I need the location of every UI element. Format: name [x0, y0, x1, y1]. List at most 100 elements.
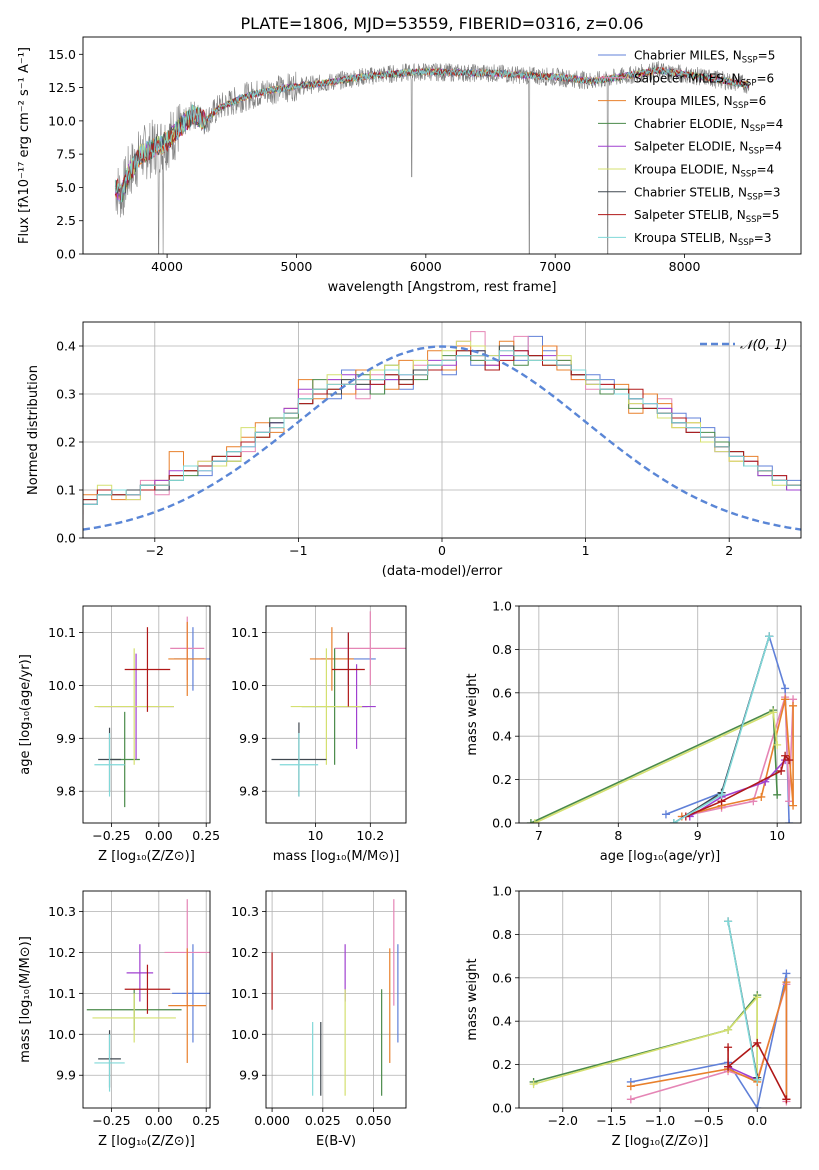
weight-marker: [626, 1082, 635, 1091]
model-spectrum: [114, 66, 750, 200]
y-axis-label: mass weight: [465, 958, 480, 1040]
y-axis-label: Flux [fλ10⁻¹⁷ erg cm⁻² s⁻¹ A⁻¹]: [17, 47, 32, 244]
x-tick-label: 7000: [539, 259, 571, 274]
residual-histogram: [83, 350, 801, 515]
x-tick-label: 0.00: [145, 1113, 173, 1128]
legend-label: Chabrier ELODIE, NSSP=4: [634, 117, 783, 134]
weight-marker: [724, 1043, 733, 1052]
residual-histogram: [83, 345, 801, 515]
x-tick-label: 6000: [410, 259, 442, 274]
panel-residuals: −2 −1 0 1 2 0.0 0.1 0.2 0.3 0.4 (data-model)/error…: [26, 321, 802, 579]
y-tick-label: 0.0: [492, 1101, 512, 1116]
weight-marker: [785, 756, 794, 765]
y-tick-label: 10.0: [48, 1027, 76, 1042]
weight-marker: [781, 751, 790, 760]
model-spectrum: [114, 67, 750, 202]
error-point: [309, 627, 354, 691]
axes-frame: [82, 890, 211, 1109]
y-tick-label: 0.4: [492, 729, 512, 744]
x-axis-label: wavelength [Angstrom, rest frame]: [328, 280, 557, 295]
residual-histogram: [83, 335, 801, 515]
error-point: [124, 627, 171, 712]
y-tick-label: 0.0: [492, 816, 512, 831]
weight-marker: [785, 797, 794, 806]
x-tick-label: 0.025: [305, 1113, 341, 1128]
y-tick-label: 0.8: [492, 927, 512, 942]
y-tick-label: 10.1: [48, 625, 76, 640]
y-tick-label: 0.1: [56, 483, 76, 498]
axes-frame: [518, 605, 802, 824]
y-tick-label: 10.1: [48, 986, 76, 1001]
y-tick-label: 0.6: [492, 685, 512, 700]
y-tick-label: 0.0: [56, 247, 76, 262]
x-tick-label: 9: [694, 828, 702, 843]
x-axis-label: E(B-V): [316, 1134, 356, 1149]
y-tick-label: 0.3: [56, 387, 76, 402]
error-point: [126, 944, 154, 1002]
y-tick-label: 1.0: [492, 599, 512, 614]
panel-weight-vs-age: 7 8 9 10 0.0 0.2 0.4 0.6 0.8 1.0 age [log₁₀(age/yr…: [465, 599, 802, 864]
y-tick-label: 5.0: [56, 180, 76, 195]
y-tick-label: 9.8: [239, 784, 259, 799]
error-point: [279, 733, 319, 797]
x-tick-label: 8000: [669, 259, 701, 274]
x-axis-label: (data-model)/error: [382, 564, 503, 579]
weight-marker: [789, 801, 798, 810]
weight-marker: [626, 1095, 635, 1104]
plot-area: [94, 616, 210, 808]
weight-marker: [782, 978, 791, 987]
residual-histogram: [83, 331, 801, 520]
y-axis-label: Normed distribution: [26, 365, 41, 495]
y-tick-label: 9.9: [56, 1068, 76, 1083]
plot-area: [114, 60, 750, 254]
model-spectrum: [114, 66, 750, 203]
x-tick-label: 0.00: [145, 828, 173, 843]
legend-label: Salpeter STELIB, NSSP=5: [634, 208, 779, 225]
legend-label: Salpeter MILES, NSSP=6: [634, 71, 774, 88]
grid: [266, 606, 406, 823]
x-tick-label: −0.25: [92, 1113, 130, 1128]
y-tick-label: 9.9: [56, 731, 76, 746]
y-tick-label: 0.8: [492, 642, 512, 657]
weight-marker: [782, 969, 791, 978]
panel-age-vs-Z: −0.25 0.00 0.25 9.8 9.9 10.0 10.1 Z [log₁₀(Z/Z⊙…: [18, 605, 220, 864]
y-tick-label: 10.0: [231, 1027, 259, 1042]
y-tick-label: 10.3: [48, 904, 76, 919]
y-tick-label: 10.3: [231, 904, 259, 919]
residual-histogram: [83, 350, 801, 515]
plot-area: [86, 899, 210, 1092]
weight-series: [727, 921, 758, 1080]
x-axis-label: Z [log₁₀(Z/Z⊙)]: [98, 1134, 195, 1149]
plot-area: [529, 917, 791, 1108]
x-tick-label: 0.050: [356, 1113, 392, 1128]
weight-marker: [724, 1062, 733, 1071]
legend-label: Chabrier MILES, NSSP=5: [634, 49, 775, 66]
x-tick-label: 2: [725, 543, 733, 558]
panel-spectrum: 4000 5000 6000 7000 8000 0.0 2.5 5.0 7.5 10.0 12.5…: [17, 36, 802, 295]
y-tick-label: 0.6: [492, 970, 512, 985]
y-tick-label: 10.1: [231, 986, 259, 1001]
y-tick-label: 10.0: [48, 113, 76, 128]
y-axis-label: mass [log₁₀(M/M⊙)]: [18, 936, 33, 1063]
plot-area: [271, 611, 406, 797]
x-tick-label: −0.25: [92, 828, 130, 843]
error-point: [168, 948, 207, 1063]
weight-marker: [777, 766, 786, 775]
error-point: [92, 993, 176, 1043]
error-point: [290, 648, 363, 765]
x-tick-label: 10: [307, 828, 323, 843]
y-tick-label: 10.2: [231, 945, 259, 960]
axes-frame: [265, 605, 407, 824]
weight-marker: [757, 792, 766, 801]
x-tick-label: −2: [146, 543, 164, 558]
model-spectrum: [114, 67, 749, 202]
weight-series: [727, 1041, 788, 1100]
grid: [83, 891, 210, 1108]
error-point: [94, 733, 125, 797]
weight-marker: [789, 701, 798, 710]
error-point: [334, 611, 406, 686]
y-tick-label: 0.2: [492, 1057, 512, 1072]
x-tick-label: 0: [438, 543, 446, 558]
y-tick-label: 9.9: [239, 1068, 259, 1083]
weight-series: [727, 1066, 758, 1081]
